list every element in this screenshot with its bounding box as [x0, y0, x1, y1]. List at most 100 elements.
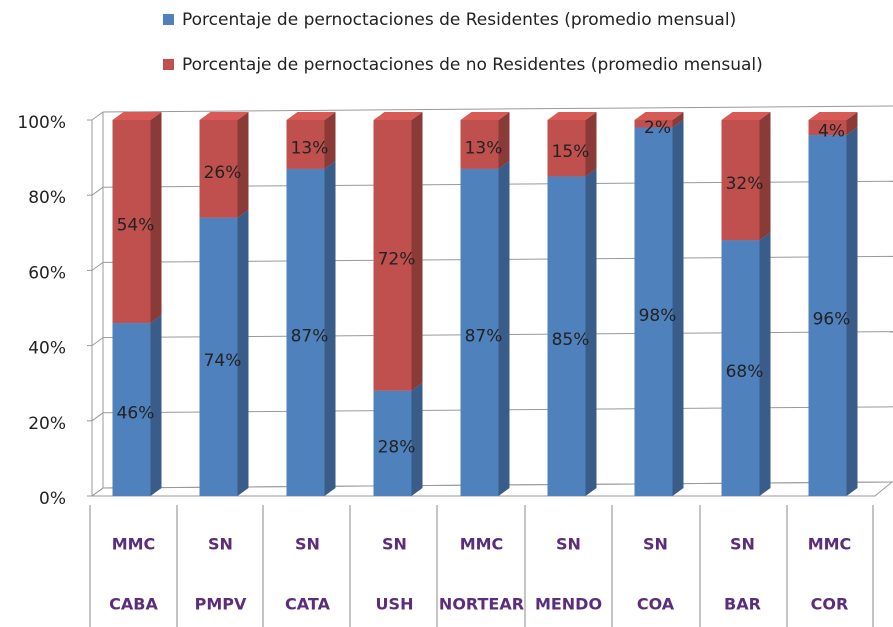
x-tick-label: COA	[637, 595, 675, 614]
bar-side	[498, 160, 510, 496]
bar	[808, 135, 847, 497]
bar-side	[846, 127, 858, 496]
grid-line	[91, 111, 104, 121]
grid-line	[91, 261, 104, 271]
grid-line	[102, 105, 893, 113]
bar-side	[150, 315, 162, 496]
bar-side	[672, 112, 684, 128]
bar-side	[759, 112, 771, 241]
data-label: 98%	[639, 306, 677, 326]
data-label: 28%	[378, 437, 416, 457]
data-label: 13%	[291, 138, 329, 158]
bar	[721, 120, 760, 241]
bar	[634, 127, 673, 497]
x-tick-label: COR	[811, 595, 849, 614]
grid-line	[91, 412, 104, 422]
category-group-label: SN	[556, 535, 581, 554]
x-tick-label: CABA	[109, 595, 158, 614]
y-tick-label: 20%	[28, 414, 66, 434]
y-tick-label: 100%	[17, 113, 66, 133]
category-table	[89, 505, 874, 627]
category-group-label: SN	[208, 535, 233, 554]
bar-side	[237, 112, 249, 218]
bar	[373, 120, 412, 391]
data-label: 85%	[552, 330, 590, 350]
data-label: 26%	[204, 163, 242, 183]
grid-line	[91, 487, 104, 497]
bar	[286, 120, 325, 169]
bar-top	[112, 112, 162, 120]
bar-top	[808, 112, 858, 120]
x-tick-label: USH	[376, 595, 414, 614]
y-tick-label: 40%	[28, 339, 66, 359]
bar-side	[324, 160, 336, 496]
bar-side	[411, 382, 423, 496]
bar	[547, 120, 586, 177]
bar-top	[634, 112, 684, 120]
bar	[634, 120, 673, 128]
legend-swatch	[163, 14, 174, 25]
category-group-label: SN	[295, 535, 320, 554]
bar	[808, 120, 847, 136]
grid-line	[91, 337, 104, 347]
y-tick-label: 0%	[39, 489, 66, 509]
bar-side	[759, 232, 771, 496]
data-label: 87%	[465, 326, 503, 346]
bar-side	[411, 112, 423, 391]
bar-side	[585, 112, 597, 177]
category-group-label: MMC	[112, 535, 156, 554]
x-tick-label: BAR	[724, 595, 761, 614]
category-group-label: SN	[382, 535, 407, 554]
legend-swatch	[163, 59, 174, 70]
bar-top	[721, 112, 771, 120]
bar-side	[150, 112, 162, 324]
bar-top	[199, 112, 249, 120]
bar-top	[460, 112, 510, 120]
data-label: 2%	[644, 118, 671, 138]
category-group-label: MMC	[460, 535, 504, 554]
bar-side	[324, 112, 336, 169]
legend-label: Porcentaje de pernoctaciones de no Resid…	[182, 55, 763, 75]
y-tick-label: 80%	[28, 188, 66, 208]
bar	[286, 168, 325, 496]
data-label: 72%	[378, 249, 416, 269]
bar-top	[547, 112, 597, 120]
data-label: 68%	[726, 362, 764, 382]
data-label: 46%	[117, 404, 155, 424]
bar-side	[498, 112, 510, 169]
data-label: 54%	[117, 216, 155, 236]
bar	[547, 176, 586, 496]
category-group-label: SN	[643, 535, 668, 554]
x-tick-label: NORTEAR	[439, 595, 524, 614]
data-label: 15%	[552, 142, 590, 162]
x-tick-label: PMPV	[195, 595, 247, 614]
bar	[199, 120, 238, 218]
bar	[460, 168, 499, 496]
x-tick-label: MENDO	[535, 595, 602, 614]
bar-top	[373, 112, 423, 120]
bar-side	[672, 119, 684, 497]
grid-line	[91, 186, 104, 196]
bar	[721, 240, 760, 496]
category-group-label: SN	[730, 535, 755, 554]
bar	[373, 390, 412, 496]
data-label: 74%	[204, 351, 242, 371]
bar	[460, 120, 499, 169]
y-tick-label: 60%	[28, 263, 66, 283]
data-label: 87%	[291, 326, 329, 346]
bar	[199, 217, 238, 496]
bar	[112, 323, 151, 496]
bar	[112, 120, 151, 324]
bar-side	[846, 112, 858, 136]
bar-side	[237, 209, 249, 496]
data-label: 4%	[818, 122, 845, 142]
x-tick-label: CATA	[285, 595, 331, 614]
category-group-label: MMC	[808, 535, 852, 554]
data-label: 13%	[465, 138, 503, 158]
data-label: 96%	[813, 310, 851, 330]
bar-side	[585, 168, 597, 496]
bar-top	[286, 112, 336, 120]
data-label: 32%	[726, 174, 764, 194]
legend-label: Porcentaje de pernoctaciones de Resident…	[182, 10, 736, 30]
